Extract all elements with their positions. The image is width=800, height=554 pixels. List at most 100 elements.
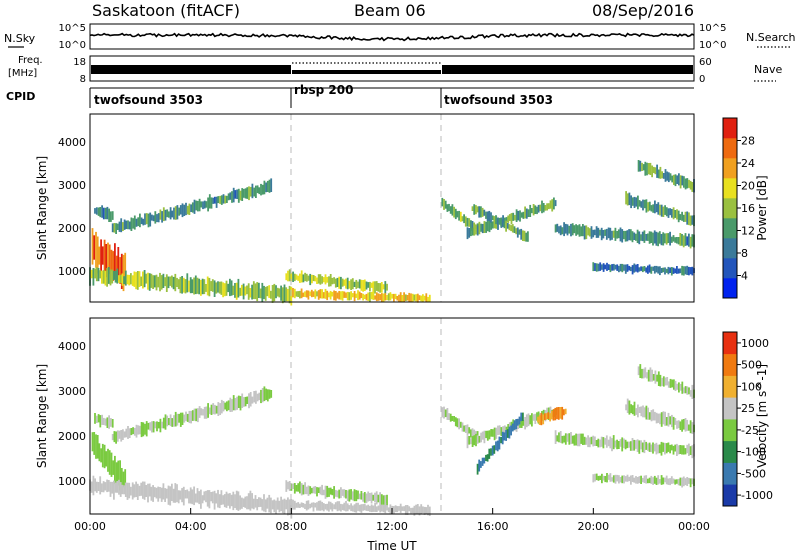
power-echo-cell [101, 270, 103, 284]
power-echo-cell [202, 201, 204, 210]
power-echo-cell [599, 262, 602, 271]
power-echo-cell [97, 207, 100, 216]
velocity-echo-cell [176, 413, 179, 426]
power-echo-cell [91, 228, 94, 265]
power-echo-cell [99, 270, 102, 279]
velocity-echo-cell [471, 436, 474, 447]
power-echo-cell [614, 264, 617, 270]
velocity-colorbar-tick-label: 100 [741, 380, 762, 393]
power-echo-cell [508, 214, 511, 221]
power-echo-cell [665, 207, 668, 217]
power-echo-cell [408, 292, 411, 303]
power-echo-cell [288, 285, 291, 304]
power-echo-cell [159, 272, 161, 292]
velocity-echo-cell [136, 483, 139, 500]
velocity-echo-cell [669, 478, 671, 486]
power-echo-cell [599, 229, 601, 236]
power-echo-cell [317, 274, 320, 284]
velocity-echo-cell [564, 433, 567, 445]
velocity-echo-cell [222, 495, 224, 505]
power-echo-cell [145, 273, 148, 284]
velocity-echo-cell [249, 392, 252, 407]
velocity-echo-cell [183, 414, 186, 423]
power-echo-cell [382, 293, 385, 302]
x-tick-label: 00:00 [678, 520, 710, 533]
velocity-echo-cell [380, 494, 383, 506]
velocity-echo-cell [220, 399, 223, 414]
velocity-echo-cell [648, 477, 651, 484]
velocity-echo-cell [102, 417, 105, 425]
velocity-echo-cell [113, 480, 115, 500]
velocity-echo-cell [106, 417, 109, 428]
power-echo-cell [312, 291, 315, 297]
velocity-echo-cell [654, 411, 656, 421]
power-echo-cell [252, 281, 255, 300]
power-echo-cell [607, 227, 610, 239]
power-echo-cell [227, 283, 230, 293]
velocity-echo-cell [549, 413, 551, 422]
power-echo-cell [662, 232, 665, 246]
power-echo-cell [505, 220, 507, 232]
velocity-echo-cell [648, 412, 651, 420]
velocity-echo-cell [227, 400, 230, 411]
velocity-echo-cell [253, 391, 256, 403]
power-echo-cell [595, 263, 598, 272]
velocity-echo-cell [159, 418, 162, 433]
power-echo-cell [480, 223, 482, 232]
velocity-echo-cell [605, 435, 608, 448]
velocity-echo-cell [276, 497, 279, 510]
power-echo-cell [522, 211, 525, 219]
power-echo-cell [278, 288, 281, 298]
velocity-echo-cell [239, 396, 242, 411]
power-echo-cell [358, 291, 361, 300]
power-y-tick-label: 2000 [58, 222, 86, 235]
power-echo-cell [654, 167, 657, 175]
velocity-y-axis-title: Slant Range [km] [35, 364, 49, 468]
power-echo-cell [329, 290, 332, 300]
power-colorbar-tick-label: 28 [741, 135, 755, 148]
velocity-echo-cell [441, 407, 444, 418]
power-echo-cell [280, 285, 282, 301]
power-echo-cell [475, 225, 477, 235]
power-echo-cell [203, 279, 206, 295]
velocity-echo-cell [650, 410, 653, 422]
velocity-echo-cell [101, 443, 104, 468]
velocity-echo-cell [602, 475, 605, 481]
power-echo-cell [168, 211, 170, 218]
power-echo-cell [155, 274, 158, 291]
velocity-echo-cell [222, 401, 225, 412]
velocity-colorbar-tick-label: -100 [741, 446, 766, 459]
velocity-echo-cell [229, 397, 232, 412]
power-echo-cell [242, 283, 245, 300]
freq-trace-segment-1 [91, 65, 291, 74]
power-echo-band [625, 191, 695, 227]
power-echo-cell [220, 195, 223, 205]
velocity-colorbar-segment [723, 397, 737, 420]
velocity-echo-cell [174, 483, 177, 503]
velocity-echo-cell [597, 438, 600, 448]
power-echo-cell [254, 283, 257, 300]
velocity-echo-cell [667, 442, 670, 452]
velocity-echo-cell [213, 490, 216, 510]
velocity-echo-cell [502, 426, 504, 436]
power-echo-cell [684, 178, 687, 190]
velocity-echo-cell [538, 415, 541, 425]
velocity-echo-cell [498, 425, 501, 435]
velocity-echo-cell [644, 367, 647, 378]
velocity-echo-cell [459, 421, 462, 428]
velocity-echo-cell [94, 478, 96, 492]
power-echo-cell [486, 211, 489, 221]
velocity-echo-cell [217, 402, 220, 416]
power-echo-cell [248, 186, 250, 201]
velocity-echo-cell [640, 475, 642, 484]
velocity-echo-cell [595, 473, 598, 481]
velocity-echo-cell [182, 486, 185, 506]
velocity-echo-cell [280, 496, 282, 512]
power-echo-cell [653, 265, 656, 274]
velocity-echo-cell [254, 495, 257, 508]
power-echo-cell [293, 273, 296, 282]
velocity-echo-cell [152, 485, 154, 502]
power-echo-cell [654, 200, 656, 214]
power-echo-cell [268, 285, 271, 298]
noise-panel-frame [89, 23, 695, 50]
